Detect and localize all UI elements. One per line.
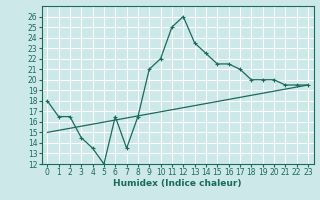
X-axis label: Humidex (Indice chaleur): Humidex (Indice chaleur) bbox=[113, 179, 242, 188]
